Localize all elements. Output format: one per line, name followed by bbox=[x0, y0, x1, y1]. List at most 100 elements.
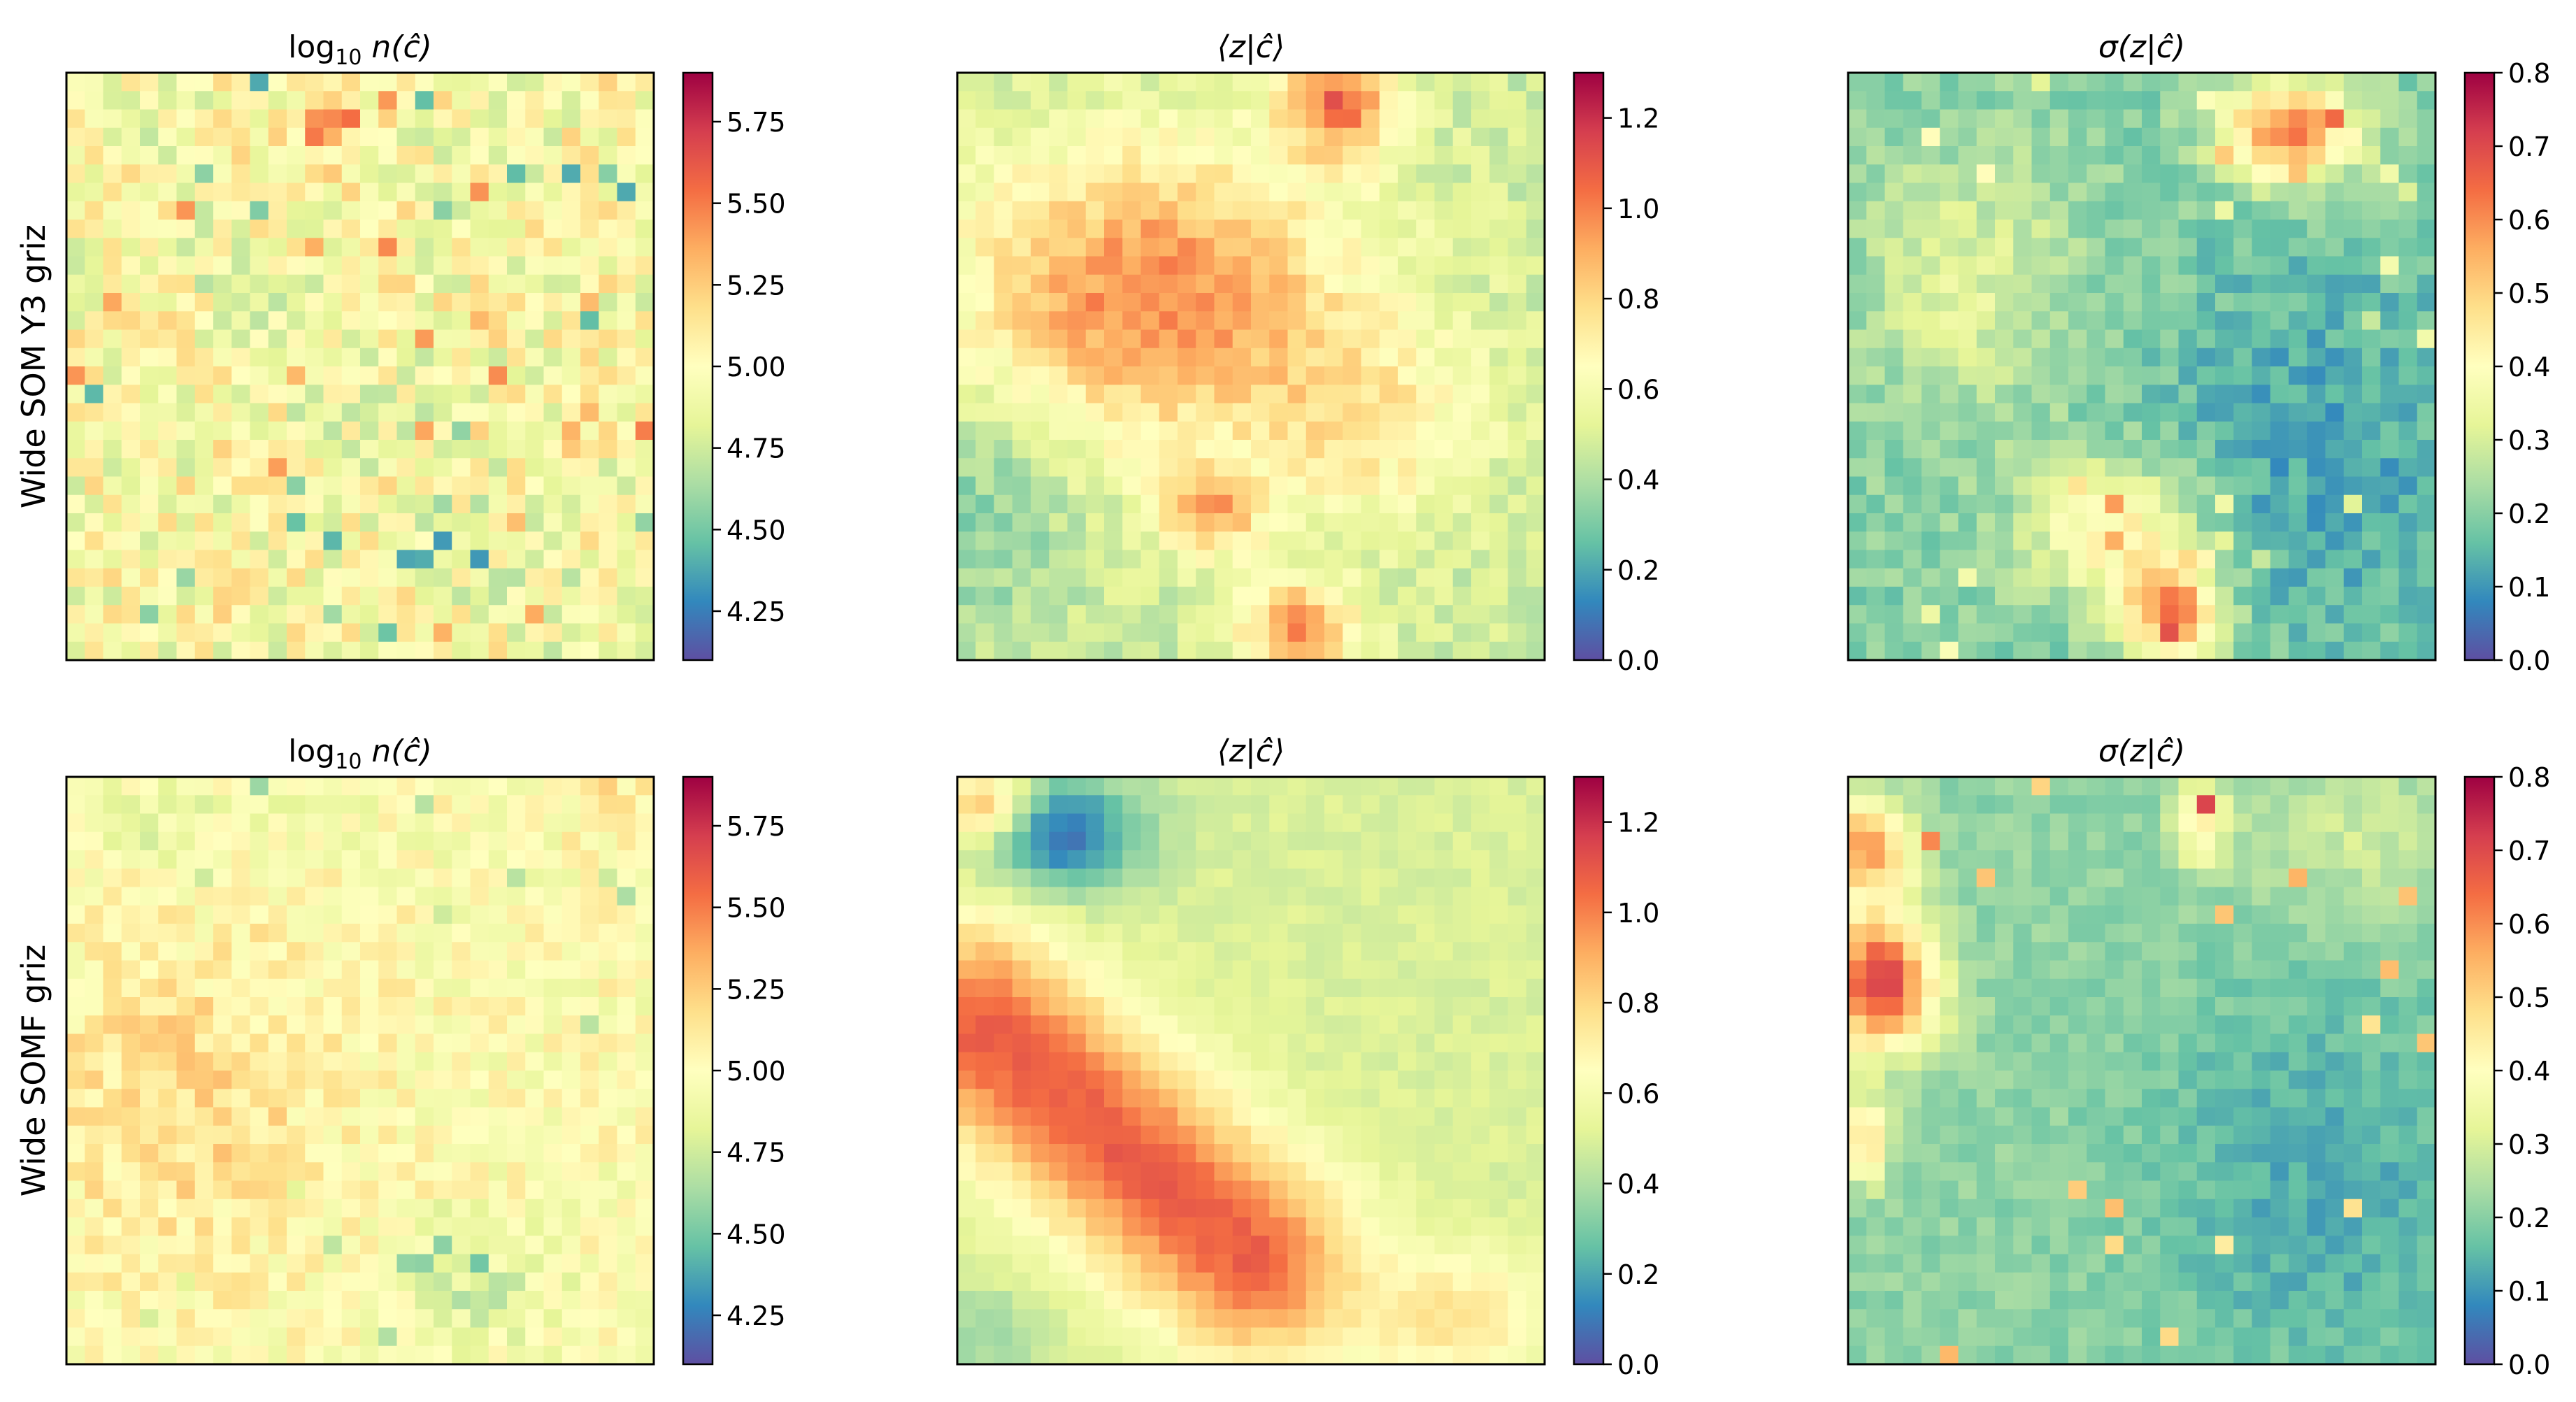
heatmap-cell bbox=[1232, 127, 1252, 147]
heatmap-cell bbox=[452, 220, 471, 238]
heatmap-cell bbox=[1012, 109, 1031, 129]
heatmap-cell bbox=[1884, 641, 1904, 661]
heatmap-cell bbox=[1122, 164, 1142, 184]
heatmap-cell bbox=[561, 1125, 581, 1145]
heatmap-cell bbox=[2343, 623, 2363, 643]
heatmap-cell bbox=[1049, 978, 1068, 998]
heatmap-cell bbox=[360, 91, 379, 110]
heatmap-cell bbox=[1922, 73, 1940, 92]
heatmap-cell bbox=[1361, 183, 1380, 202]
heatmap-cell bbox=[617, 831, 636, 851]
heatmap-cell bbox=[1012, 494, 1031, 514]
heatmap-cell bbox=[599, 1089, 618, 1108]
heatmap-cell bbox=[1159, 109, 1178, 129]
heatmap-cell bbox=[360, 403, 379, 422]
heatmap-cell bbox=[525, 274, 545, 294]
heatmap-cell bbox=[2270, 531, 2289, 551]
heatmap-cell bbox=[507, 256, 526, 276]
heatmap-cell bbox=[1140, 905, 1160, 924]
heatmap-cell bbox=[1269, 164, 1289, 184]
heatmap-cell bbox=[121, 1125, 141, 1145]
heatmap-frame bbox=[65, 71, 655, 661]
heatmap-cell bbox=[415, 1236, 434, 1255]
heatmap-cell bbox=[231, 568, 251, 587]
heatmap-cell bbox=[194, 587, 214, 606]
heatmap-cell bbox=[1489, 623, 1509, 643]
heatmap-cell bbox=[525, 1052, 545, 1071]
heatmap-cell bbox=[2123, 513, 2142, 532]
heatmap-cell bbox=[2087, 73, 2106, 92]
heatmap-cell bbox=[287, 1291, 306, 1310]
heatmap-cell bbox=[994, 201, 1013, 220]
heatmap-cell bbox=[1159, 777, 1178, 796]
heatmap-cell bbox=[488, 311, 508, 331]
heatmap-cell bbox=[1324, 421, 1343, 441]
heatmap-cell bbox=[975, 1345, 995, 1365]
heatmap-cell bbox=[1122, 256, 1142, 276]
heatmap-cell bbox=[470, 73, 489, 92]
heatmap-cell bbox=[488, 887, 508, 906]
heatmap-cell bbox=[1452, 348, 1472, 367]
heatmap-cell bbox=[580, 795, 599, 815]
heatmap-cell bbox=[1196, 385, 1215, 404]
heatmap-cell bbox=[1085, 293, 1105, 312]
heatmap-cell bbox=[1343, 978, 1362, 998]
heatmap-cell bbox=[507, 458, 526, 478]
heatmap-cell bbox=[2215, 366, 2234, 385]
heatmap-cell bbox=[1214, 329, 1233, 349]
heatmap-cell bbox=[2270, 73, 2289, 92]
heatmap-cell bbox=[1178, 924, 1196, 943]
heatmap-cell bbox=[599, 850, 618, 869]
heatmap-cell bbox=[1012, 960, 1031, 980]
heatmap-cell bbox=[2087, 201, 2106, 220]
heatmap-cell bbox=[1251, 1272, 1270, 1292]
heatmap-cell bbox=[378, 905, 398, 924]
heatmap-cell bbox=[580, 868, 599, 888]
heatmap-cell bbox=[975, 1236, 995, 1255]
heatmap-cell bbox=[2398, 73, 2418, 92]
heatmap-cell bbox=[360, 146, 379, 165]
heatmap-cell bbox=[1976, 494, 1996, 514]
heatmap-cell bbox=[1976, 164, 1996, 184]
heatmap-cell bbox=[525, 109, 545, 129]
heatmap-cell bbox=[268, 960, 287, 980]
heatmap-cell bbox=[176, 1199, 196, 1218]
heatmap-cell bbox=[1287, 1125, 1307, 1145]
heatmap-cell bbox=[1031, 568, 1050, 587]
heatmap-cell bbox=[1305, 1015, 1325, 1035]
heatmap-cell bbox=[599, 1144, 618, 1163]
heatmap-cell bbox=[1067, 311, 1087, 331]
heatmap-cell bbox=[2142, 329, 2161, 349]
heatmap-cell bbox=[2049, 164, 2069, 184]
heatmap-cell bbox=[2068, 587, 2087, 606]
heatmap-cell bbox=[158, 348, 178, 367]
heatmap-cell bbox=[415, 1052, 434, 1071]
heatmap-cell bbox=[1104, 1309, 1123, 1329]
heatmap-cell bbox=[1196, 348, 1215, 367]
heatmap-cell bbox=[1508, 91, 1527, 110]
heatmap-cell bbox=[2049, 73, 2069, 92]
heatmap-cell bbox=[617, 887, 636, 906]
heatmap-cell bbox=[1940, 494, 1959, 514]
heatmap-cell bbox=[140, 146, 159, 165]
heatmap-cell bbox=[176, 1309, 196, 1329]
heatmap-cell bbox=[1178, 476, 1196, 496]
heatmap-cell bbox=[1012, 1162, 1031, 1182]
heatmap-cell bbox=[1232, 164, 1252, 184]
heatmap-cell bbox=[1361, 73, 1380, 92]
heatmap-cell bbox=[213, 220, 232, 238]
heatmap-cell bbox=[140, 256, 159, 276]
heatmap-cell bbox=[250, 1107, 269, 1126]
heatmap-cell bbox=[452, 997, 471, 1016]
heatmap-cell bbox=[2252, 605, 2271, 624]
heatmap-cell bbox=[1508, 293, 1527, 312]
heatmap-cell bbox=[1434, 458, 1454, 478]
heatmap-cell bbox=[360, 1071, 379, 1089]
heatmap-cell bbox=[1251, 1291, 1270, 1310]
heatmap-cell bbox=[121, 513, 141, 532]
heatmap-cell bbox=[1324, 795, 1343, 815]
heatmap-cell bbox=[1995, 513, 2014, 532]
heatmap-cell bbox=[1067, 494, 1087, 514]
heatmap-cell bbox=[231, 605, 251, 624]
heatmap-cell bbox=[2252, 513, 2271, 532]
